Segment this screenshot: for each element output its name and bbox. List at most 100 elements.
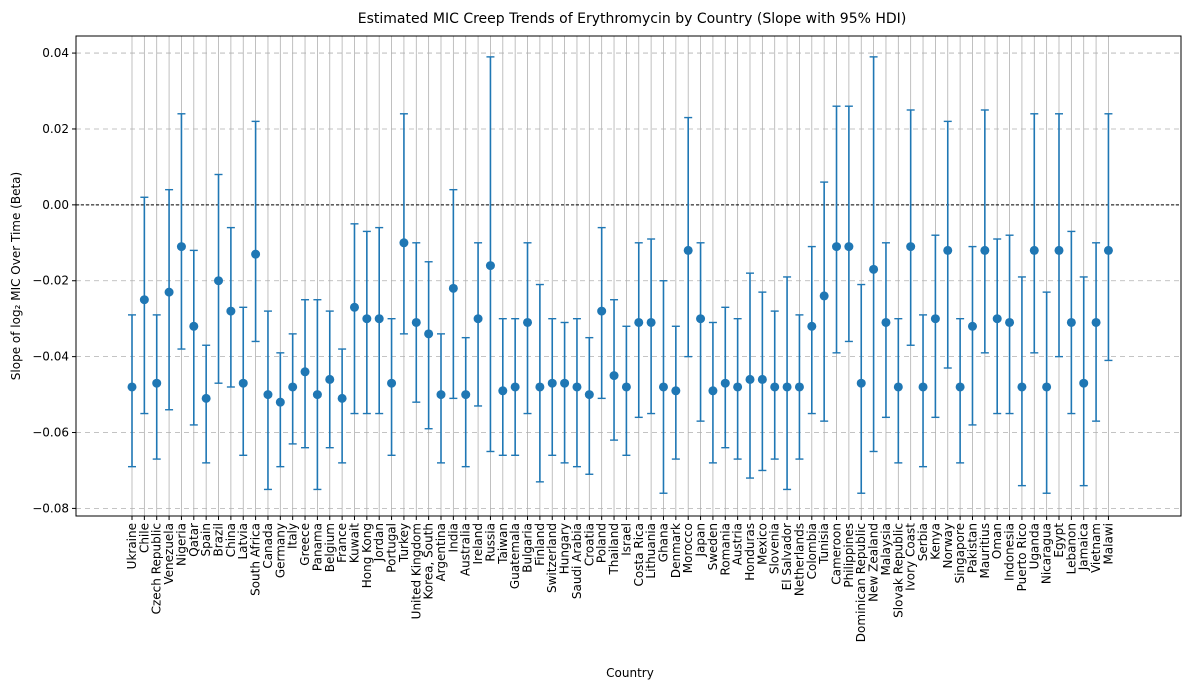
x-tick-label: Uganda <box>1027 523 1041 569</box>
data-point <box>844 242 854 252</box>
y-tick-label: −0.08 <box>32 501 69 515</box>
data-point <box>943 245 953 255</box>
x-tick-label: Czech Republic <box>150 523 164 614</box>
data-point <box>770 382 780 392</box>
x-tick-label: Panama <box>310 523 324 571</box>
x-tick-label: Kuwait <box>347 523 361 563</box>
data-point <box>881 317 891 327</box>
x-tick-label: India <box>446 523 460 552</box>
data-point <box>572 382 582 392</box>
y-tick-label: 0.00 <box>42 198 69 212</box>
x-tick-label: Ireland <box>471 523 485 565</box>
data-point <box>832 242 842 252</box>
x-tick-label: Puerto Rico <box>1015 523 1029 591</box>
data-point <box>226 306 236 316</box>
data-point <box>535 382 545 392</box>
x-tick-label: Tunisia <box>817 523 831 565</box>
x-tick-label: Nigeria <box>174 523 188 566</box>
x-tick-label: Latvia <box>236 523 250 560</box>
data-point <box>510 382 520 392</box>
data-point <box>251 249 261 259</box>
x-tick-label: Saudi Arabia <box>570 523 584 599</box>
x-tick-label: Spain <box>199 523 213 557</box>
data-point <box>176 242 186 252</box>
data-point <box>782 382 792 392</box>
data-point <box>424 329 434 339</box>
data-point <box>733 382 743 392</box>
x-tick-label: Vietnam <box>1089 523 1103 573</box>
x-tick-label: Malawi <box>1101 523 1115 565</box>
x-tick-label: Taiwan <box>496 523 510 565</box>
y-axis-title: Slope of log₂ MIC Over Time (Beta) <box>9 172 23 380</box>
x-tick-label: Netherlands <box>792 523 806 596</box>
data-point <box>461 390 471 400</box>
chart-title: Estimated MIC Creep Trends of Erythromyc… <box>358 11 907 27</box>
data-point <box>955 382 965 392</box>
x-tick-label: Lebanon <box>1064 523 1078 574</box>
x-tick-label: Korea, South <box>422 523 436 600</box>
x-tick-label: Costa Rica <box>632 523 646 586</box>
data-point <box>1054 245 1064 255</box>
data-point <box>1091 317 1101 327</box>
data-point <box>448 283 458 293</box>
x-tick-label: Finland <box>533 523 547 566</box>
x-tick-label: Ghana <box>656 523 670 562</box>
x-tick-label: El Salvador <box>780 523 794 590</box>
x-axis-title: Country <box>606 666 654 680</box>
x-tick-label: Slovenia <box>768 523 782 574</box>
x-tick-label: Slovak Republic <box>891 523 905 618</box>
x-tick-label: Oman <box>990 523 1004 559</box>
x-tick-label: Qatar <box>187 523 201 557</box>
data-point <box>275 397 285 407</box>
x-tick-label: Nicaragua <box>1040 523 1054 584</box>
y-tick-label: −0.02 <box>32 274 69 288</box>
data-point <box>374 314 384 324</box>
data-point <box>1103 245 1113 255</box>
data-point <box>980 245 990 255</box>
data-point <box>560 378 570 388</box>
x-tick-label: Austria <box>731 523 745 565</box>
data-point <box>671 386 681 396</box>
ytick-layer: −0.08 −0.06 −0.04 −0.02 0.00 0.02 0.04 <box>32 46 76 515</box>
data-point <box>547 378 557 388</box>
x-tick-label: Turkey <box>397 523 411 563</box>
x-tick-label: Norway <box>941 523 955 569</box>
x-tick-label: Israel <box>619 523 633 556</box>
data-point <box>1066 317 1076 327</box>
y-tick-label: 0.04 <box>42 46 69 60</box>
data-point <box>1017 382 1027 392</box>
data-point <box>584 390 594 400</box>
x-tick-label: Venezuela <box>162 523 176 585</box>
data-point <box>757 374 767 384</box>
data-point <box>683 245 693 255</box>
x-tick-label: Brazil <box>212 523 226 557</box>
data-point <box>127 382 137 392</box>
x-tick-label: Lithuania <box>644 523 658 579</box>
data-point <box>708 386 718 396</box>
data-point <box>189 321 199 331</box>
data-point <box>1005 317 1015 327</box>
data-point <box>992 314 1002 324</box>
point-layer <box>127 238 1113 407</box>
data-point <box>498 386 508 396</box>
data-point <box>893 382 903 392</box>
data-point <box>214 276 224 286</box>
data-point <box>930 314 940 324</box>
x-tick-label: Hong Kong <box>360 523 374 588</box>
data-point <box>139 295 149 305</box>
data-point <box>523 317 533 327</box>
x-tick-label: France <box>335 523 349 563</box>
data-point <box>263 390 273 400</box>
data-point <box>1079 378 1089 388</box>
x-tick-label: Cameroon <box>830 523 844 585</box>
x-tick-label: Kenya <box>928 523 942 560</box>
x-tick-label: Sweden <box>706 523 720 570</box>
data-point <box>794 382 804 392</box>
x-tick-label: New Zealand <box>867 523 881 602</box>
data-point <box>856 378 866 388</box>
data-point <box>621 382 631 392</box>
x-tick-label: Italy <box>286 523 300 549</box>
data-point <box>807 321 817 331</box>
